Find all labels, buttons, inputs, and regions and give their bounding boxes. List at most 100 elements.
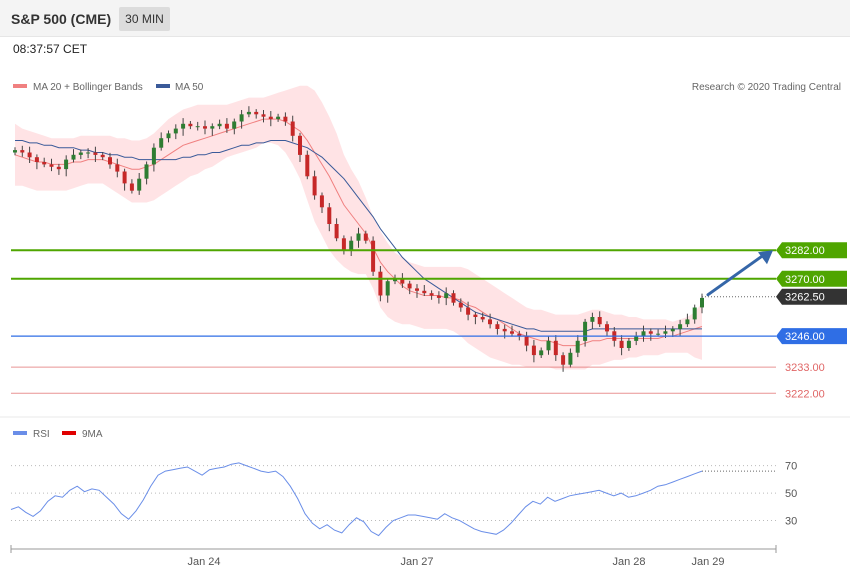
copyright-text: Research © 2020 Trading Central: [692, 82, 841, 93]
candle-body: [590, 317, 595, 322]
candle: [531, 339, 536, 363]
x-tick-label: Jan 29: [691, 556, 724, 568]
candle: [188, 121, 193, 130]
candle: [312, 170, 317, 200]
candle-body: [422, 290, 427, 294]
candle-body: [239, 114, 244, 122]
candle: [400, 273, 405, 288]
candle: [151, 143, 156, 172]
candle-body: [678, 324, 683, 329]
candle-body: [480, 317, 485, 320]
candle-body: [305, 154, 310, 177]
candle-body: [283, 116, 288, 122]
candle: [166, 130, 171, 143]
candle-body: [619, 340, 624, 348]
candle-body: [298, 135, 302, 155]
level-label: 3282.00: [785, 245, 825, 257]
level-label: 3233.00: [785, 362, 825, 374]
candle: [568, 348, 573, 368]
candle-body: [203, 126, 207, 129]
candle-body: [524, 336, 529, 346]
instrument-title: S&P 500 (CME): [11, 11, 112, 27]
timeframe-button[interactable]: 30 MIN: [119, 7, 170, 31]
candle: [692, 304, 697, 324]
ma50-legend-swatch: [156, 84, 170, 88]
candle-body: [371, 240, 376, 272]
candle: [327, 203, 332, 232]
candle-body: [27, 152, 32, 158]
rsi-ma-legend-swatch: [62, 431, 76, 435]
candle-body: [663, 331, 668, 334]
candle: [495, 321, 500, 335]
levels-layer: 3282.00 3270.00 3262.50 3246.00 3233.00 3222.…: [11, 242, 847, 400]
candle: [385, 278, 390, 303]
candle: [181, 118, 186, 136]
candle-body: [151, 147, 156, 165]
candle-body: [634, 336, 639, 341]
candle-body: [290, 121, 295, 136]
candle: [122, 168, 127, 191]
candle-body: [334, 224, 339, 239]
candle-body: [656, 333, 661, 335]
candle-body: [100, 154, 105, 158]
candle: [56, 163, 61, 175]
candle-body: [488, 319, 492, 325]
candle-body: [393, 278, 397, 282]
candle-body: [400, 278, 405, 284]
candle-body: [56, 166, 61, 170]
candle: [634, 331, 639, 346]
candle-body: [553, 340, 558, 356]
candle: [546, 336, 551, 355]
candle: [93, 146, 98, 162]
candle-body: [42, 162, 47, 165]
level-tag-bg: [776, 242, 847, 259]
candle: [290, 115, 295, 142]
candle: [254, 109, 259, 119]
candle-body: [531, 345, 536, 356]
candle: [407, 280, 412, 295]
candle-body: [93, 152, 98, 155]
candle-body: [246, 111, 251, 115]
level-label: 3246.00: [785, 331, 825, 343]
rsi-tick-label: 50: [785, 488, 797, 500]
candle: [605, 321, 609, 336]
candle-body: [71, 154, 76, 160]
rsi-plot-area: 70 50 30: [10, 461, 797, 537]
candle: [144, 161, 149, 185]
candle-body: [356, 233, 361, 241]
candle-body: [444, 293, 449, 298]
candle: [363, 230, 368, 244]
candle: [334, 218, 339, 242]
candle-body: [137, 178, 142, 191]
candle: [458, 298, 463, 312]
candle-body: [510, 331, 514, 334]
candle-body: [605, 324, 609, 332]
candle-body: [181, 123, 186, 129]
candle-body: [20, 150, 25, 153]
candle-body: [210, 126, 215, 129]
candle: [27, 146, 32, 163]
candle: [276, 113, 281, 122]
candle: [553, 335, 558, 361]
candle: [100, 152, 105, 161]
candle: [239, 110, 244, 129]
rsi-legend-swatch: [13, 431, 27, 435]
candle: [648, 328, 653, 341]
candle: [137, 173, 142, 195]
candle: [20, 145, 25, 157]
candle: [319, 192, 324, 213]
candle: [13, 147, 17, 156]
candle-body: [173, 128, 178, 134]
candle: [159, 132, 164, 151]
candle: [261, 110, 266, 123]
candle-body: [268, 116, 273, 120]
candle-body: [378, 271, 383, 296]
candle-body: [232, 121, 237, 129]
candle-body: [34, 157, 39, 162]
rsi-ma-legend-label: 9MA: [82, 429, 103, 440]
level-label: 3270.00: [785, 274, 825, 286]
candle-body: [144, 164, 149, 179]
candle-body: [517, 333, 522, 337]
candle-body: [648, 331, 653, 334]
